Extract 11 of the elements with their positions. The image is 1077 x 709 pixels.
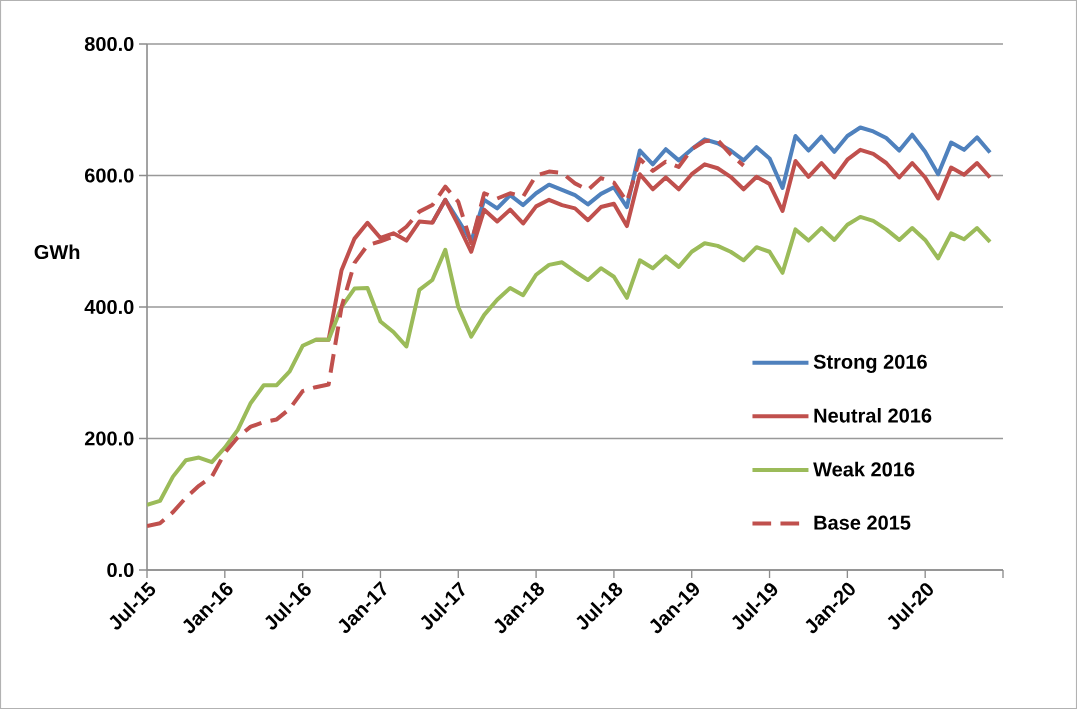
legend-label: Weak 2016 bbox=[813, 461, 915, 477]
legend-label: Strong 2016 bbox=[813, 354, 927, 373]
legend-label: Neutral 2016 bbox=[814, 407, 932, 423]
y-axis-title: GWh bbox=[34, 244, 80, 260]
y-tick-label: 600.0 bbox=[84, 168, 134, 183]
line-series bbox=[147, 214, 993, 507]
legend-label: Base 2015 bbox=[814, 515, 911, 530]
y-tick-label: 200.0 bbox=[84, 431, 134, 446]
y-tick-label: 800.0 bbox=[84, 36, 134, 52]
y-tick-label: 0.0 bbox=[107, 562, 134, 578]
y-tick-label: 400.0 bbox=[84, 299, 134, 315]
